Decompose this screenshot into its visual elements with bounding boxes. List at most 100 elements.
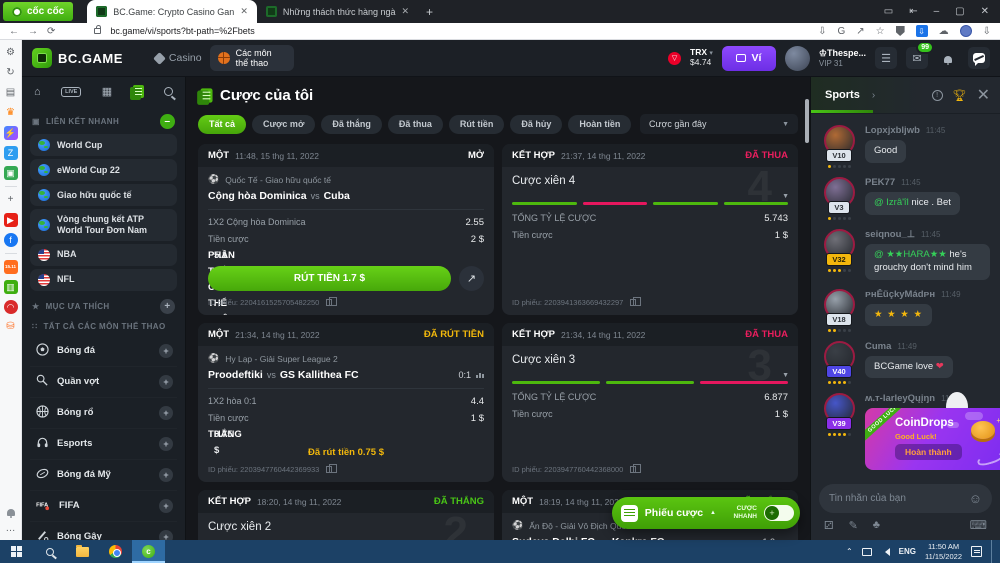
stats-icon[interactable] (780, 539, 788, 540)
filter-pill--th-ng[interactable]: Đã thắng (321, 114, 382, 134)
hat-icon[interactable]: ◠ (3, 300, 18, 314)
sidebar-sport-b-ng-m-[interactable]: Bóng đá Mỹ + (30, 460, 177, 491)
collapse-button[interactable]: – (160, 114, 175, 129)
translate-icon[interactable]: G (837, 25, 846, 37)
settings-gear-icon[interactable]: ⚙ (6, 47, 15, 58)
new-tab-button[interactable]: + (426, 4, 434, 19)
expand-plus-icon[interactable]: + (159, 498, 173, 513)
address-input[interactable]: bc.game/vi/sports?bt-path=%2Fbets (110, 26, 255, 36)
copy-icon[interactable] (630, 464, 642, 473)
taskbar-clock[interactable]: 11:50 AM 11/15/2022 (925, 542, 962, 562)
share-bet-button[interactable]: ↗ (459, 266, 484, 291)
media-popup-icon[interactable]: ▭ (883, 6, 894, 17)
filter-pill--h-y[interactable]: Đã hủy (510, 114, 563, 134)
messenger-icon[interactable]: ⚡ (3, 126, 18, 140)
caret-down-icon[interactable]: ▼ (478, 539, 485, 540)
sidebar-item-world-cup[interactable]: World Cup (30, 134, 177, 156)
sidebar-item-nba[interactable]: NBA (30, 243, 177, 266)
pencil-icon[interactable]: ✎ (848, 519, 858, 532)
trophy-icon[interactable]: 🏆︎ (952, 89, 967, 102)
notification-bell-icon[interactable] (6, 509, 15, 518)
sidebar-sport-b-ng-[interactable]: Bóng đá + (30, 336, 177, 367)
dice-icon[interactable]: ⚂ (824, 519, 834, 532)
sidebar-item-eworld-cup-22[interactable]: eWorld Cup 22 (30, 159, 177, 181)
extension-icon[interactable]: ☁ (938, 25, 949, 37)
minimize-button[interactable]: – (933, 6, 940, 17)
expand-plus-icon[interactable]: + (159, 405, 173, 420)
scrollbar-thumb[interactable] (805, 99, 809, 143)
sidebar-item-giao-h-u-qu-c-t-[interactable]: Giao hữu quốc tế (30, 184, 177, 206)
sidebar-item-nfl[interactable]: NFL (30, 268, 177, 291)
stats-icon[interactable] (476, 372, 484, 378)
nav-casino[interactable]: Casino (153, 51, 202, 65)
coccoc-brand-button[interactable]: cốc cốc (3, 2, 74, 21)
chat-rules-icon[interactable]: ! (931, 89, 943, 101)
filter-pill--thua[interactable]: Đã thua (387, 114, 443, 134)
arrow-icon[interactable]: ⇤ (909, 6, 918, 17)
download-arrow-icon[interactable]: ⇩ (982, 25, 991, 37)
adblock-shield-icon[interactable] (895, 26, 905, 36)
tab-close-icon[interactable]: ✕ (240, 6, 248, 16)
history-icon[interactable]: ↻ (6, 67, 15, 78)
coccoc-taskbar-icon[interactable]: c (132, 540, 165, 563)
add-favorite-button[interactable]: + (160, 298, 175, 314)
chrome-icon[interactable] (99, 540, 132, 563)
sale-calendar-icon[interactable]: 15.11 (3, 260, 18, 274)
home-icon[interactable]: ⌂ (34, 85, 41, 98)
expand-plus-icon[interactable]: + (159, 343, 173, 358)
copy-icon[interactable] (630, 297, 642, 306)
sidebar-item-v-ng-chung-k-t-atp-world-tour-n-nam[interactable]: Vòng chung kết ATP World Tour Đơn Nam (30, 209, 177, 241)
coindrops-complete-button[interactable]: Hoàn thành (895, 443, 962, 460)
nav-sports[interactable]: Các môn thể thao (209, 44, 294, 72)
cashout-button[interactable]: RÚT TIỀN 1.7 $ (208, 266, 451, 291)
cart-icon[interactable]: ⛁ (6, 321, 15, 332)
mail-icon[interactable]: ✉ 99 (906, 41, 934, 69)
chat-toggle-icon[interactable] (968, 47, 990, 69)
betslip-bar[interactable]: Phiếu cược ▲ CƯỢC NHANH + (611, 497, 800, 529)
profile-avatar-icon[interactable] (959, 25, 972, 37)
forward-icon[interactable]: → (28, 25, 38, 37)
filter-pill-r-t-ti-n[interactable]: Rút tiền (448, 114, 505, 134)
filter-pill-t-t-c-[interactable]: Tất cả (198, 114, 247, 134)
language-indicator[interactable]: ENG (898, 547, 917, 556)
save-page-icon[interactable]: ⇩ (818, 25, 827, 37)
chat-messages[interactable]: V10 Lopxjxbljwb 11:45 Good V3 PEK77 11:45 @ Izr… (811, 108, 1000, 478)
downloads-tile-icon[interactable]: ⇩ (915, 25, 928, 37)
clover-icon[interactable]: ♣ (872, 519, 880, 531)
start-button[interactable] (0, 540, 33, 563)
bookmark-star-icon[interactable]: ☆ (875, 25, 885, 37)
network-icon[interactable] (861, 547, 872, 556)
chevron-right-icon[interactable]: › (871, 89, 876, 101)
maximize-button[interactable]: ▢ (955, 6, 965, 17)
calendar-icon[interactable]: ▦ (101, 86, 113, 98)
back-icon[interactable]: ← (9, 25, 19, 37)
gamepad-icon[interactable]: ▣ (3, 166, 18, 180)
quick-bet-toggle[interactable]: + (764, 505, 794, 521)
add-shortcut-icon[interactable]: + (7, 194, 14, 205)
filter-pill-c-c-m-[interactable]: Cược mở (252, 114, 316, 134)
file-explorer-icon[interactable] (66, 540, 99, 563)
search-icon[interactable] (163, 87, 173, 96)
my-bets-icon[interactable] (129, 85, 144, 100)
volume-icon[interactable] (881, 547, 890, 556)
mention-tag[interactable]: @ Izrâ'îl (874, 197, 912, 208)
browser-tab[interactable]: BC.Game: Crypto Casino Gan ✕ (87, 0, 257, 23)
caret-down-icon[interactable]: ▼ (782, 193, 789, 200)
expand-plus-icon[interactable]: + (159, 374, 173, 389)
share-icon[interactable]: ↗ (856, 25, 865, 37)
youtube-icon[interactable]: ▶ (3, 213, 18, 227)
show-desktop-button[interactable] (991, 540, 995, 563)
chat-app-icon[interactable]: Z (3, 146, 18, 160)
filter-pill-ho-n-ti-n[interactable]: Hoàn tiền (568, 114, 632, 134)
caret-down-icon[interactable]: ▼ (782, 372, 789, 379)
tray-chevron-icon[interactable]: ⌃ (845, 547, 853, 556)
more-icon[interactable]: … (5, 523, 16, 534)
chat-close-icon[interactable]: ✕ (976, 87, 990, 104)
wallet-button[interactable]: Ví (721, 45, 776, 71)
bell-icon[interactable] (937, 47, 959, 69)
sidebar-sport-b-ng-r-[interactable]: Bóng rổ + (30, 398, 177, 429)
keyboard-icon[interactable]: ⌨ (969, 518, 987, 532)
bcgame-logo[interactable]: BC.GAME (32, 48, 123, 68)
close-button[interactable]: ✕ (980, 6, 989, 17)
sidebar-sport-b-ng-g-y[interactable]: Bóng Gậy + (30, 522, 177, 540)
